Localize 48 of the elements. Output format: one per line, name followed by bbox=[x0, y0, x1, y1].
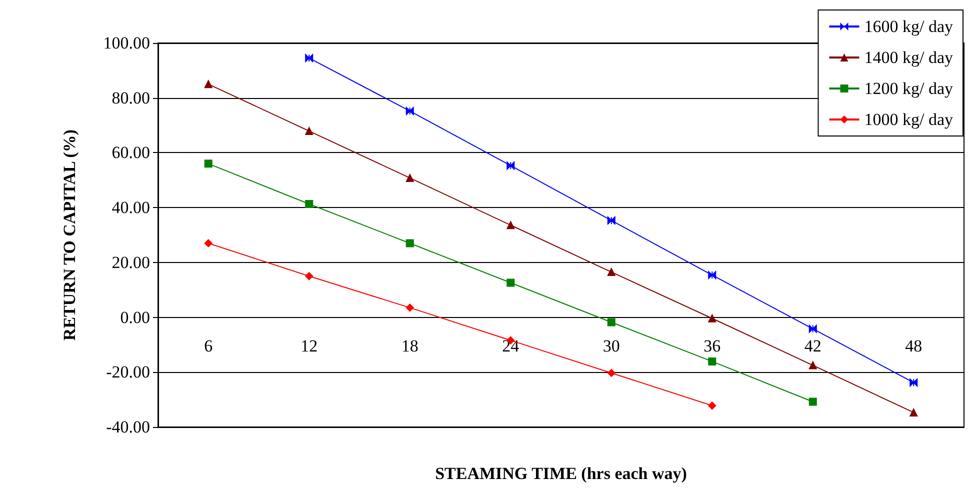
y-tick-label: 60.00 bbox=[112, 143, 150, 162]
y-tick-label: 80.00 bbox=[112, 88, 150, 108]
point bbox=[708, 271, 716, 280]
point bbox=[708, 357, 716, 366]
point bbox=[204, 80, 212, 88]
point bbox=[708, 314, 716, 322]
point bbox=[506, 162, 515, 170]
legend-label: 1000 kg/ day bbox=[864, 110, 954, 129]
legend-label: 1200 kg/ day bbox=[864, 79, 954, 98]
point bbox=[607, 318, 616, 326]
y-axis-title: RETURN TO CAPITAL (%) bbox=[60, 129, 79, 341]
point bbox=[607, 368, 616, 377]
point bbox=[305, 127, 314, 136]
point bbox=[406, 239, 414, 248]
point bbox=[506, 221, 515, 230]
y-tick-label: 20.00 bbox=[112, 252, 150, 272]
point bbox=[808, 398, 817, 406]
point bbox=[204, 239, 212, 248]
point bbox=[305, 272, 314, 280]
y-tick-label: 40.00 bbox=[112, 198, 150, 218]
point bbox=[406, 107, 414, 116]
y-tick-label: -20.00 bbox=[106, 362, 150, 382]
x-tick-label: 30 bbox=[602, 336, 620, 356]
x-tick-label: 12 bbox=[300, 336, 318, 356]
point bbox=[204, 160, 212, 168]
y-tick-label: 100.00 bbox=[103, 34, 150, 52]
point bbox=[506, 278, 515, 287]
point bbox=[808, 361, 817, 370]
point bbox=[305, 200, 314, 208]
x-tick-label: 48 bbox=[905, 336, 922, 356]
point bbox=[808, 324, 817, 333]
point bbox=[910, 378, 918, 387]
y-tick-label: -40.00 bbox=[106, 418, 150, 436]
x-tick-label: 18 bbox=[401, 336, 418, 356]
x-tick-label: 42 bbox=[804, 336, 822, 356]
legend-label: 1400 kg/ day bbox=[864, 48, 954, 67]
point bbox=[708, 402, 716, 410]
point bbox=[406, 304, 414, 312]
x-tick-label: 6 bbox=[204, 336, 213, 356]
point bbox=[910, 408, 918, 416]
point bbox=[305, 54, 314, 62]
x-tick-label: 36 bbox=[704, 336, 721, 356]
point bbox=[607, 268, 616, 276]
point bbox=[406, 174, 414, 182]
point bbox=[607, 216, 616, 224]
x-axis-title: STEAMING TIME (hrs each way) bbox=[435, 464, 687, 483]
y-tick-label: 0.00 bbox=[120, 308, 150, 327]
legend-label: 1600 kg/ day bbox=[864, 17, 954, 36]
